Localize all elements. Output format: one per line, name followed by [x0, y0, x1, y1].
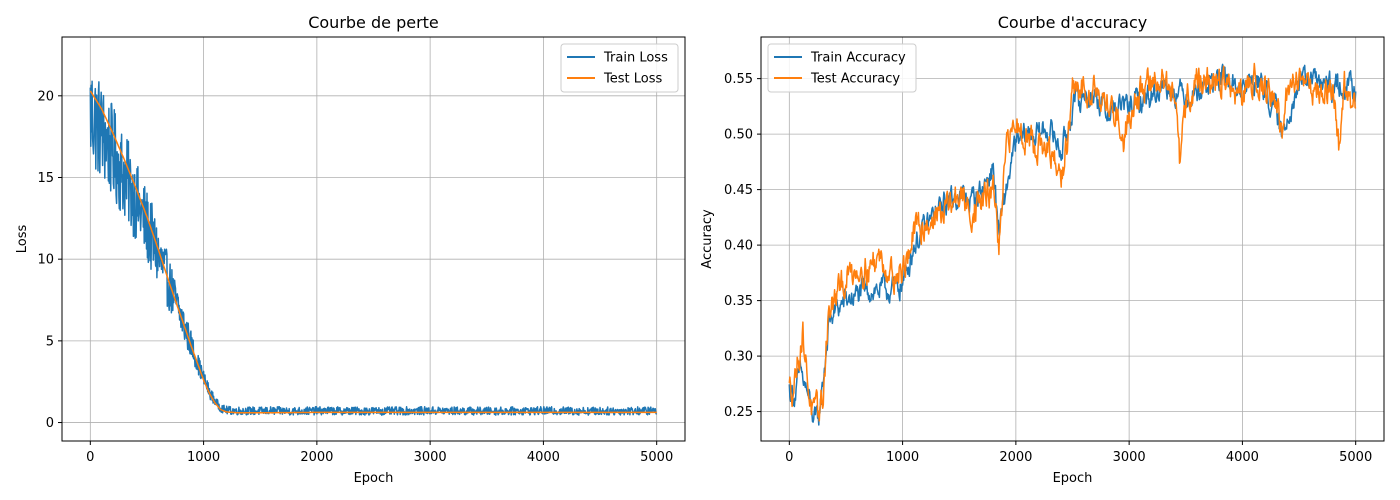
loss-panel: Courbe de perte 0 1000 2000 3000 4000 5000 0 5… — [15, 13, 686, 486]
accuracy-x-tick-label: 3000 — [1113, 450, 1146, 465]
accuracy-x-axis-label: Epoch — [1053, 471, 1093, 486]
accuracy-series-group — [788, 62, 1357, 426]
accuracy-legend-train-label: Train Accuracy — [810, 51, 906, 66]
loss-legend: Train Loss Test Loss — [560, 43, 679, 93]
accuracy-y-tick-label: 0.55 — [724, 72, 753, 87]
accuracy-y-tick-label: 0.25 — [724, 405, 753, 420]
accuracy-test-accuracy-line — [788, 62, 1357, 422]
loss-x-tick-label: 4000 — [527, 450, 560, 465]
loss-x-tick-label: 5000 — [640, 450, 673, 465]
loss-y-tick-label: 15 — [37, 171, 54, 186]
loss-x-tick-label: 2000 — [300, 450, 333, 465]
loss-y-tick-label: 10 — [37, 253, 54, 268]
accuracy-y-tick-label: 0.45 — [724, 183, 753, 198]
accuracy-legend: Train Accuracy Test Accuracy — [767, 43, 917, 93]
loss-y-tick-label: 20 — [37, 89, 54, 104]
loss-axes-frame — [61, 36, 686, 442]
accuracy-x-tick-label: 0 — [785, 450, 793, 465]
accuracy-x-tick-label: 1000 — [886, 450, 919, 465]
accuracy-y-axis-label: Accuracy — [700, 209, 715, 269]
accuracy-y-tick-label: 0.35 — [724, 294, 753, 309]
loss-x-ticks: 0 1000 2000 3000 4000 5000 — [86, 441, 673, 465]
accuracy-chart-title: Courbe d'accuracy — [998, 13, 1148, 32]
accuracy-y-tick-label: 0.40 — [724, 239, 753, 254]
accuracy-y-tick-label: 0.50 — [724, 128, 753, 143]
loss-chart-title: Courbe de perte — [308, 13, 439, 32]
accuracy-axes-frame — [760, 36, 1385, 442]
loss-legend-test-label: Test Loss — [603, 72, 662, 87]
accuracy-panel: Courbe d'accuracy 0 1000 2000 3000 4000 5000 … — [700, 13, 1385, 486]
accuracy-y-tick-label: 0.30 — [724, 350, 753, 365]
loss-grid — [62, 37, 685, 441]
loss-x-tick-label: 3000 — [414, 450, 447, 465]
loss-y-axis-label: Loss — [15, 225, 30, 254]
accuracy-y-ticks: 0.25 0.30 0.35 0.40 0.45 0.50 0.55 — [724, 72, 761, 420]
loss-legend-train-label: Train Loss — [603, 51, 668, 66]
accuracy-legend-box — [767, 43, 917, 93]
loss-test-loss-line — [89, 90, 657, 414]
accuracy-x-ticks: 0 1000 2000 3000 4000 5000 — [785, 441, 1372, 465]
accuracy-legend-test-label: Test Accuracy — [810, 72, 900, 87]
loss-x-tick-label: 0 — [86, 450, 94, 465]
loss-y-tick-label: 0 — [46, 416, 54, 431]
loss-series-group — [89, 80, 657, 416]
accuracy-x-tick-label: 4000 — [1226, 450, 1259, 465]
accuracy-x-tick-label: 5000 — [1339, 450, 1372, 465]
loss-x-axis-label: Epoch — [354, 471, 394, 486]
accuracy-x-tick-label: 2000 — [999, 450, 1032, 465]
loss-y-ticks: 0 5 10 15 20 — [37, 89, 62, 431]
loss-y-tick-label: 5 — [46, 334, 54, 349]
loss-x-tick-label: 1000 — [187, 450, 220, 465]
